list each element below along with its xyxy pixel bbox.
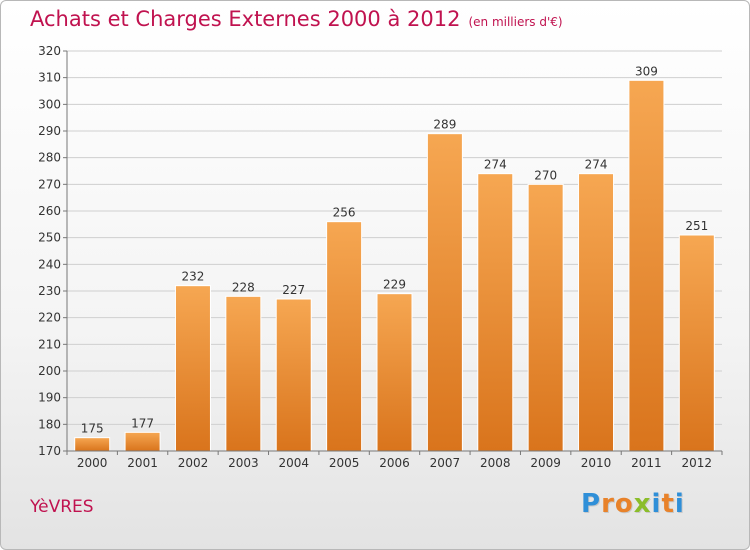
bar-2006 — [376, 293, 413, 452]
y-tick-label: 180 — [38, 417, 61, 431]
data-label-2012: 251 — [685, 219, 708, 233]
y-tick-label: 190 — [38, 391, 61, 405]
data-label-2004: 227 — [282, 283, 305, 297]
chart-title-text: Achats et Charges Externes 2000 à 2012 — [30, 7, 461, 31]
bar-2012 — [678, 234, 715, 452]
x-tick-label-2007: 2007 — [430, 456, 461, 470]
y-tick-label: 240 — [38, 257, 61, 271]
bar-2010 — [578, 173, 615, 452]
bar-2011 — [628, 79, 665, 452]
axes: 170 180 190 200 210 220 230 240 250 260 270 280 290 3… — [38, 44, 723, 470]
bars: 175 177 232 228 227 256 229 289 274 270 274 309 251 — [74, 64, 715, 452]
y-tick-label: 260 — [38, 204, 61, 218]
y-tick-label: 290 — [38, 124, 61, 138]
data-label-2005: 256 — [333, 206, 356, 220]
bar-2000 — [74, 437, 111, 452]
proxiti-logo: Proxiti — [581, 489, 685, 519]
x-tick-label-2008: 2008 — [480, 456, 511, 470]
bar-2003 — [225, 295, 262, 452]
bar-2009 — [527, 183, 564, 452]
bar-2007 — [426, 133, 463, 452]
data-label-2001: 177 — [131, 416, 154, 430]
x-tick-label-2009: 2009 — [530, 456, 561, 470]
y-tick-label: 300 — [38, 97, 61, 111]
data-label-2003: 228 — [232, 280, 255, 294]
y-tick-label: 230 — [38, 284, 61, 298]
y-tick-label: 250 — [38, 231, 61, 245]
x-tick-label-2011: 2011 — [631, 456, 662, 470]
logo-letter: x — [633, 489, 652, 519]
data-label-2011: 309 — [635, 64, 658, 78]
data-label-2009: 270 — [534, 168, 557, 182]
y-tick-label: 170 — [38, 444, 61, 458]
x-tick-label-2006: 2006 — [379, 456, 410, 470]
data-label-2008: 274 — [484, 158, 507, 172]
bar-2008 — [477, 173, 514, 452]
y-tick-label: 310 — [38, 71, 61, 85]
logo-letter: i — [651, 489, 662, 519]
bar-2002 — [174, 285, 211, 452]
x-tick-label-2004: 2004 — [278, 456, 309, 470]
x-tick-label-2000: 2000 — [77, 456, 108, 470]
y-tick-label: 200 — [38, 364, 61, 378]
x-tick-label-2010: 2010 — [581, 456, 612, 470]
bar-2004 — [275, 298, 312, 452]
y-tick-label: 320 — [38, 44, 61, 58]
logo-letter: i — [674, 489, 685, 519]
x-tick-label-2001: 2001 — [127, 456, 158, 470]
logo-letter: P — [581, 489, 602, 519]
y-tick-label: 210 — [38, 337, 61, 351]
chart-unit-text: (en milliers d'€) — [468, 15, 563, 29]
logo-letter: o — [614, 489, 634, 519]
data-label-2006: 229 — [383, 278, 406, 292]
y-tick-label: 220 — [38, 311, 61, 325]
data-label-2007: 289 — [433, 118, 456, 132]
logo-letter: r — [601, 489, 615, 519]
bar-2001 — [124, 431, 161, 452]
x-tick-label-2002: 2002 — [178, 456, 209, 470]
x-tick-label-2005: 2005 — [329, 456, 360, 470]
logo-letter: t — [661, 489, 675, 519]
bar-2005 — [326, 221, 363, 452]
data-label-2010: 274 — [585, 158, 608, 172]
y-tick-label: 270 — [38, 177, 61, 191]
y-tick-label: 280 — [38, 151, 61, 165]
data-label-2000: 175 — [81, 422, 104, 436]
x-tick-label-2003: 2003 — [228, 456, 259, 470]
chart-title: Achats et Charges Externes 2000 à 2012 (e… — [30, 7, 563, 31]
data-label-2002: 232 — [182, 270, 205, 284]
commune-name: YèVRES — [30, 497, 94, 517]
x-tick-label-2012: 2012 — [682, 456, 713, 470]
